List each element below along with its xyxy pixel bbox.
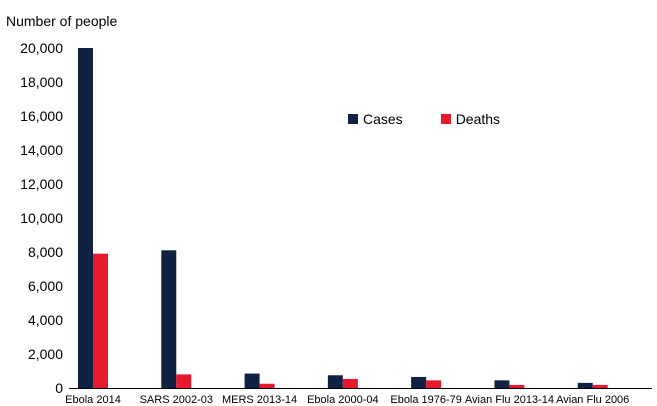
- bar-deaths: [176, 374, 192, 388]
- y-tick-label: 2,000: [28, 346, 63, 362]
- legend-swatch-cases: [348, 114, 358, 124]
- y-axis-title: Number of people: [6, 13, 118, 29]
- bar-deaths: [509, 384, 525, 388]
- legend-label-deaths: Deaths: [455, 111, 501, 127]
- y-tick-label: 6,000: [28, 278, 63, 294]
- bar-cases: [161, 250, 177, 388]
- y-tick-label: 16,000: [20, 108, 63, 124]
- x-tick-label: Avian Flu 2013-14: [465, 394, 554, 406]
- x-tick-label: Avian Flu 2006: [556, 394, 629, 406]
- bar-cases: [327, 375, 343, 388]
- bar-deaths: [93, 253, 108, 388]
- y-tick-label: 14,000: [20, 142, 63, 158]
- y-tick-label: 4,000: [28, 312, 63, 328]
- y-tick-label: 0: [55, 380, 63, 396]
- y-tick-label: 12,000: [20, 176, 63, 192]
- y-tick-label: 20,000: [20, 40, 63, 56]
- bar-deaths: [259, 383, 275, 388]
- bar-cases: [244, 373, 260, 388]
- x-tick-label: SARS 2002-03: [140, 394, 213, 406]
- y-tick-label: 18,000: [20, 74, 63, 90]
- bar-deaths: [342, 378, 358, 388]
- bar-cases: [411, 376, 427, 388]
- x-tick-label: Ebola 2000-04: [307, 394, 379, 406]
- bar-cases: [78, 48, 93, 388]
- legend: Cases Deaths: [348, 111, 500, 127]
- legend-item-deaths: Deaths: [440, 111, 501, 127]
- legend-item-cases: Cases: [348, 111, 403, 127]
- x-tick-label: Ebola 1976-79: [390, 394, 462, 406]
- bar-cases: [494, 380, 510, 388]
- bar-deaths: [592, 384, 608, 388]
- legend-swatch-deaths: [440, 114, 451, 124]
- x-tick-label: Ebola 2014: [65, 394, 121, 406]
- y-tick-label: 10,000: [20, 210, 63, 226]
- bar-cases: [577, 382, 593, 388]
- y-tick-label: 8,000: [28, 244, 63, 260]
- x-tick-label: MERS 2013-14: [222, 394, 297, 406]
- legend-label-cases: Cases: [363, 111, 403, 127]
- bar-deaths: [426, 380, 442, 388]
